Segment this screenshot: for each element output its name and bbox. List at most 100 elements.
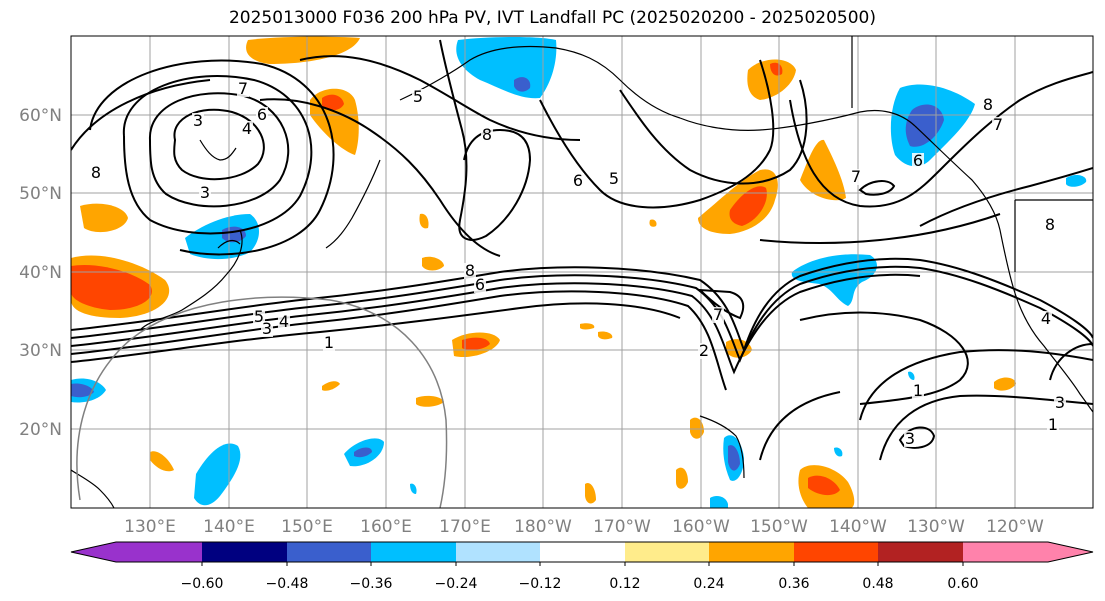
contour-label-bg (608, 171, 620, 187)
lon-label: 130°W (907, 517, 965, 537)
colorbar-segment (456, 542, 540, 562)
contour-label: 7 (993, 115, 1003, 134)
warm-anomaly (800, 139, 846, 201)
warm-anomaly (416, 395, 444, 407)
cool-anomaly-core (71, 383, 94, 398)
lon-label: 150°E (281, 517, 333, 537)
contour-label-bg (474, 277, 486, 293)
cool-anomaly (791, 254, 877, 306)
warm-anomaly (322, 381, 340, 391)
contour-label: 7 (851, 167, 861, 186)
colorbar-tick-label: 0.36 (778, 576, 809, 592)
contour-label: 2 (699, 341, 709, 360)
warm-anomaly-core (808, 475, 840, 496)
contour-label-bg (712, 307, 724, 323)
lat-axis: 20°N 30°N 40°N 50°N 60°N (19, 106, 62, 440)
colorbar-tick-label: −0.36 (350, 576, 393, 592)
warm-anomaly (747, 59, 796, 100)
contour-label-bg (237, 81, 249, 97)
colorbar-segment (963, 542, 1093, 562)
contour-label: 3 (905, 429, 915, 448)
colorbar-tick-label: 0.48 (862, 576, 893, 592)
cool-anomaly-core (514, 77, 531, 92)
contour-label: 3 (200, 183, 210, 202)
lat-label: 30°N (19, 341, 62, 361)
colorbar-tick-label: −0.12 (519, 576, 562, 592)
colorbar-segment (371, 542, 456, 562)
colorbar-tick-label: −0.48 (266, 576, 309, 592)
colorbar-outline (70, 541, 1094, 563)
warm-anomaly (598, 331, 613, 340)
contour-label-bg (1047, 417, 1059, 433)
lon-label: 160°E (360, 517, 412, 537)
warm-anomaly (994, 377, 1016, 391)
contour-label-bg (278, 314, 290, 330)
lon-label: 160°W (672, 517, 730, 537)
warm-anomaly-core (729, 186, 767, 226)
warm-anomaly-core (322, 94, 344, 111)
lon-label: 170°W (593, 517, 651, 537)
lat-label: 40°N (19, 263, 62, 283)
range-ring (76, 296, 448, 508)
cool-anomaly (410, 483, 417, 494)
lat-label: 60°N (19, 106, 62, 126)
colorbar-tick-label: 0.60 (947, 576, 978, 592)
warm-anomaly (80, 203, 128, 233)
contour-label: 1 (1048, 415, 1058, 434)
colorbar-segment (878, 542, 963, 562)
cool-anomaly (456, 37, 557, 99)
contour-label: 1 (324, 333, 334, 352)
contour-label: 3 (193, 111, 203, 130)
warm-anomaly-core (462, 337, 490, 351)
lon-label: 140°E (203, 517, 255, 537)
contour-label: 4 (242, 119, 252, 138)
cool-anomaly (1066, 175, 1087, 187)
colorbar-segment (287, 542, 371, 562)
warm-anomaly (676, 467, 688, 489)
colorbar-tick-label: −0.24 (435, 576, 478, 592)
contour-label: 7 (713, 305, 723, 324)
colorbar-tick-label: 0.12 (609, 576, 640, 592)
cool-anomaly (834, 447, 843, 457)
colorbar-segment (540, 542, 625, 562)
contour-label: 4 (1041, 309, 1051, 328)
colorbar-tick-label: 0.24 (693, 576, 724, 592)
colorbar-segment (202, 542, 287, 562)
contour-label: 8 (91, 163, 101, 182)
colorbar-segment (71, 542, 202, 562)
lon-label: 120°W (986, 517, 1044, 537)
warm-anomaly (580, 323, 595, 330)
contour-label-bg (1044, 217, 1056, 233)
contour-label-bg (572, 173, 584, 189)
warm-anomaly (585, 482, 596, 504)
contour-label-bg (256, 107, 268, 123)
warm-anomaly-core (71, 264, 152, 310)
contour-label: 5 (413, 87, 423, 106)
colorbar (70, 541, 1094, 566)
cool-anomaly (908, 371, 915, 380)
contour-label: 6 (573, 171, 583, 190)
warm-anomaly (422, 256, 444, 271)
lon-axis: 130°E 140°E 150°E 160°E 170°E 180°W 170°… (124, 517, 1044, 537)
contour-label-bg (192, 113, 204, 129)
lon-label: 170°E (439, 517, 491, 537)
contour-label-bg (261, 321, 273, 337)
lon-label: 130°E (124, 517, 176, 537)
contour-label: 6 (257, 105, 267, 124)
cool-anomaly-core (354, 447, 372, 458)
lat-label: 20°N (19, 420, 62, 440)
contour-label: 8 (482, 125, 492, 144)
contour-label-bg (982, 97, 994, 113)
contour-label-bg (912, 153, 924, 169)
warm-anomaly (246, 36, 360, 64)
contour-label: 8 (1045, 215, 1055, 234)
lat-label: 50°N (19, 184, 62, 204)
contour-label: 3 (1055, 393, 1065, 412)
warm-anomaly (649, 219, 657, 227)
colorbar-tick-label: −0.60 (181, 576, 224, 592)
contour-label-bg (992, 117, 1004, 133)
contour-label: 3 (262, 319, 272, 338)
